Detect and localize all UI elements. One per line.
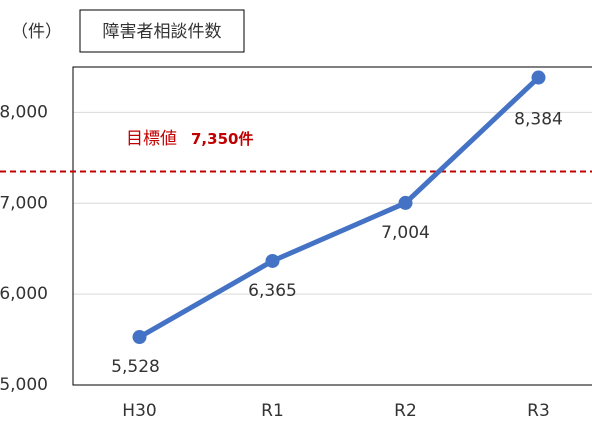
y-tick-label: 8,000	[0, 102, 48, 122]
x-tick-label: R3	[527, 401, 550, 421]
title-box	[79, 9, 245, 53]
x-tick-label: R2	[394, 401, 417, 421]
y-tick-label: 6,000	[0, 284, 48, 304]
point	[398, 195, 413, 210]
y-tick-label: 5,000	[0, 375, 48, 395]
data-label: 7,004	[381, 223, 430, 243]
point	[531, 70, 546, 85]
x-tick-label: H30	[122, 401, 156, 421]
data-label: 5,528	[111, 357, 160, 377]
target-annotation: 目標値 7,350件	[126, 129, 253, 149]
x-tick-label: R1	[261, 401, 284, 421]
line	[138, 75, 541, 340]
plot-frame	[72, 66, 592, 386]
y-tick-label: 7,000	[0, 193, 48, 213]
chart-title: 障害者相談件数	[103, 22, 222, 42]
target-value-label: 7,350件	[191, 130, 253, 148]
point	[265, 253, 280, 268]
point	[132, 330, 147, 345]
target-label: 目標値	[126, 129, 177, 149]
data-label: 8,384	[514, 110, 563, 130]
unit-label: （件）	[11, 22, 62, 42]
data-label: 6,365	[248, 281, 297, 301]
